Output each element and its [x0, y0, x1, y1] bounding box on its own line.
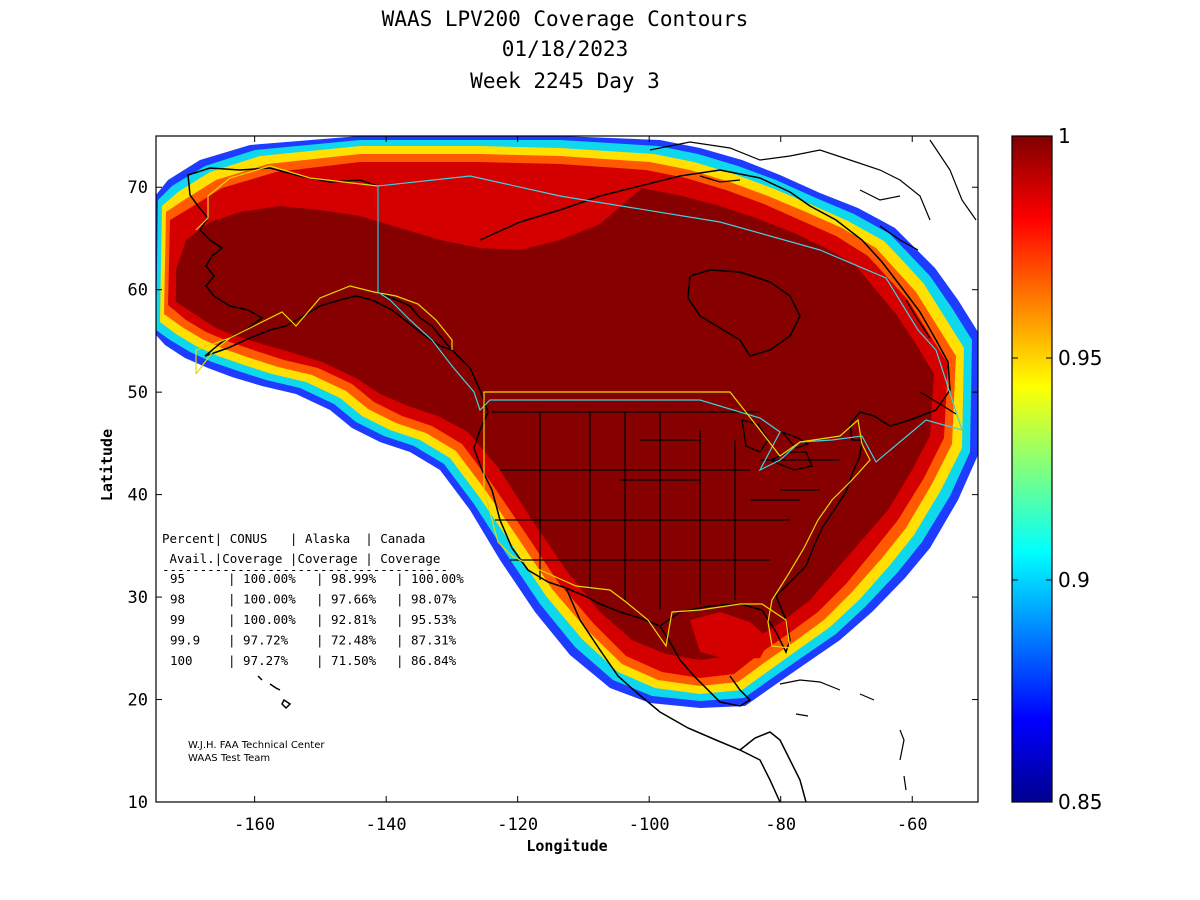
y-tick-label: 40	[128, 486, 148, 506]
table-rows: 95 | 100.00% | 98.99% | 100.00% 98 | 100.00% |…	[170, 571, 464, 668]
credit-line-2: WAAS Test Team	[188, 753, 270, 764]
table-cell-canada: | 98.07%	[396, 592, 457, 607]
colorbar-tick-label: 1	[1058, 124, 1071, 148]
table-header-2: Avail.|Coverage |Coverage | Coverage	[162, 551, 440, 566]
table-cell-conus: | 100.00%	[228, 612, 296, 627]
table-cell-canada: | 95.53%	[396, 612, 457, 627]
plot-frame	[155, 135, 979, 803]
x-tick-label: -160	[234, 815, 275, 835]
greenland-islands	[649, 139, 977, 221]
y-tick-label: 60	[128, 281, 148, 301]
coverage-table: Percent| CONUS | Alaska | Canada Avail.|…	[162, 531, 464, 668]
table-cell-percent: 98	[170, 592, 185, 607]
colorbar	[1011, 135, 1053, 803]
table-cell-conus: | 100.00%	[228, 592, 296, 607]
y-tick-label: 20	[128, 691, 148, 711]
colorbar-ticks: 0.85 0.9 0.95 1	[1012, 124, 1103, 814]
alaska-service-volume	[195, 165, 453, 375]
table-cell-conus: | 100.00%	[228, 571, 296, 586]
table-cell-alaska: | 98.99%	[316, 571, 377, 586]
coverage-contours	[156, 136, 978, 708]
table-cell-percent: 95	[170, 571, 185, 586]
chart-date: 01/18/2023	[501, 37, 629, 61]
gulf-red-patch	[690, 612, 770, 660]
chart-title: WAAS LPV200 Coverage Contours	[381, 7, 749, 31]
x-axis-label: Longitude	[526, 837, 607, 855]
table-cell-percent: 99	[170, 612, 185, 627]
credit-line-1: W.J.H. FAA Technical Center	[188, 740, 325, 751]
chart-week-day: Week 2245 Day 3	[470, 69, 660, 93]
us-states	[492, 411, 840, 610]
colorbar-tick-label: 0.9	[1058, 568, 1090, 592]
table-cell-conus: | 97.72%	[228, 633, 289, 648]
table-cell-alaska: | 97.66%	[316, 592, 377, 607]
table-separator: --------------------------------------	[162, 562, 448, 577]
table-cell-canada: | 86.84%	[396, 653, 457, 668]
hawaii	[257, 675, 292, 710]
canada-service-volume	[377, 175, 963, 472]
colorbar-tick-label: 0.85	[1058, 790, 1103, 814]
service-boundaries	[195, 165, 963, 649]
table-cell-percent: 99.9	[170, 633, 200, 648]
y-tick-label: 30	[128, 588, 148, 608]
y-tick-label: 70	[128, 178, 148, 198]
axes: -160 -140 -120 -100 -80 -60 10 20 30 40 50 60 70	[128, 136, 978, 835]
mexico-central-america	[565, 587, 807, 802]
y-tick-label: 10	[128, 793, 148, 813]
table-cell-alaska: | 71.50%	[316, 653, 377, 668]
table-cell-alaska: | 72.48%	[316, 633, 377, 648]
x-tick-label: -120	[497, 815, 538, 835]
table-cell-percent: 100	[170, 653, 193, 668]
x-tick-label: -80	[765, 815, 796, 835]
caribbean	[779, 679, 907, 791]
table-header-1: Percent| CONUS | Alaska | Canada	[162, 531, 425, 546]
y-tick-label: 50	[128, 383, 148, 403]
table-cell-canada: | 87.31%	[396, 633, 457, 648]
table-cell-canada: | 100.00%	[396, 571, 464, 586]
table-cell-conus: | 97.27%	[228, 653, 289, 668]
y-axis-label: Latitude	[98, 429, 116, 501]
x-tick-label: -60	[897, 815, 928, 835]
x-tick-label: -100	[629, 815, 670, 835]
x-tick-label: -140	[366, 815, 407, 835]
table-cell-alaska: | 92.81%	[316, 612, 377, 627]
labrador-islands	[879, 225, 957, 415]
conus-service-volume	[483, 391, 871, 649]
colorbar-tick-label: 0.95	[1058, 346, 1103, 370]
contour-darkred	[176, 188, 934, 660]
